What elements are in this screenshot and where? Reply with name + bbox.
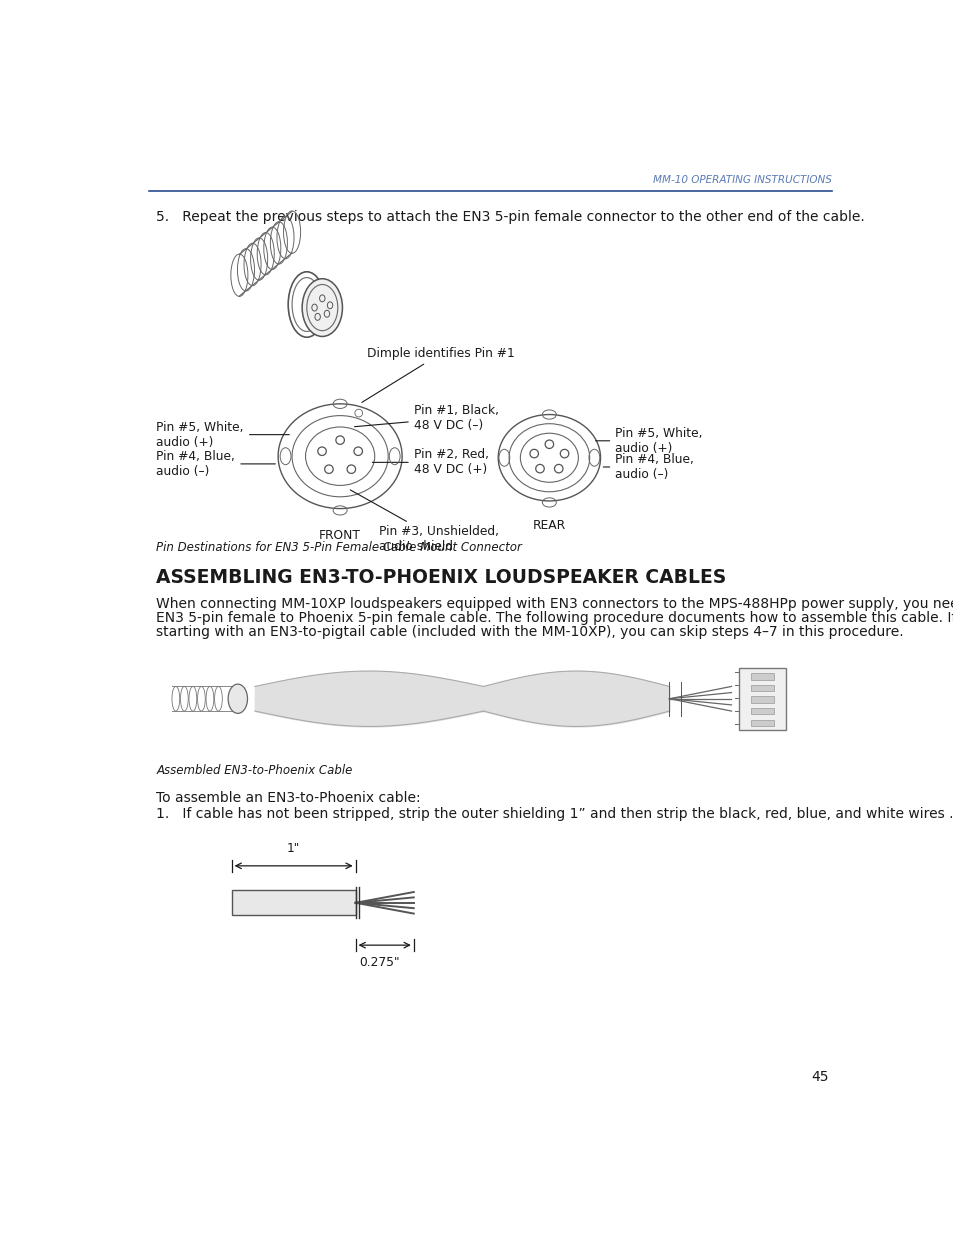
Text: EN3 5-pin female to Phoenix 5-pin female cable. The following procedure document: EN3 5-pin female to Phoenix 5-pin female… — [156, 611, 953, 625]
Text: When connecting MM-10XP loudspeakers equipped with EN3 connectors to the MPS-488: When connecting MM-10XP loudspeakers equ… — [156, 597, 953, 611]
Text: Pin #1, Black,
48 V DC (–): Pin #1, Black, 48 V DC (–) — [355, 404, 498, 432]
Text: Pin #3, Unshielded,
audio shield: Pin #3, Unshielded, audio shield — [350, 490, 498, 553]
FancyBboxPatch shape — [750, 697, 773, 703]
Text: 1.   If cable has not been stripped, strip the outer shielding 1” and then strip: 1. If cable has not been stripped, strip… — [156, 808, 953, 821]
Text: ASSEMBLING EN3-TO-PHOENIX LOUDSPEAKER CABLES: ASSEMBLING EN3-TO-PHOENIX LOUDSPEAKER CA… — [156, 568, 726, 587]
Text: Pin Destinations for EN3 5-Pin Female Cable Mount Connector: Pin Destinations for EN3 5-Pin Female Ca… — [156, 541, 522, 555]
Text: 45: 45 — [810, 1070, 827, 1084]
Text: Pin #4, Blue,
audio (–): Pin #4, Blue, audio (–) — [156, 450, 275, 478]
FancyBboxPatch shape — [750, 685, 773, 692]
Text: 5.   Repeat the previous steps to attach the EN3 5-pin female connector to the o: 5. Repeat the previous steps to attach t… — [156, 210, 864, 224]
FancyBboxPatch shape — [750, 720, 773, 726]
Ellipse shape — [302, 279, 342, 336]
FancyBboxPatch shape — [750, 708, 773, 714]
FancyBboxPatch shape — [750, 673, 773, 679]
FancyBboxPatch shape — [739, 668, 785, 730]
Text: MM-10 OPERATING INSTRUCTIONS: MM-10 OPERATING INSTRUCTIONS — [653, 175, 831, 185]
Text: 1": 1" — [287, 842, 300, 855]
Text: starting with an EN3-to-pigtail cable (included with the MM-10XP), you can skip : starting with an EN3-to-pigtail cable (i… — [156, 625, 903, 638]
Text: REAR: REAR — [533, 520, 565, 532]
Text: 0.275": 0.275" — [359, 956, 399, 969]
Text: Pin #2, Red,
48 V DC (+): Pin #2, Red, 48 V DC (+) — [372, 448, 488, 477]
Text: Pin #4, Blue,
audio (–): Pin #4, Blue, audio (–) — [602, 453, 694, 480]
Text: Assembled EN3-to-Phoenix Cable: Assembled EN3-to-Phoenix Cable — [156, 764, 353, 777]
Ellipse shape — [228, 684, 247, 714]
Text: FRONT: FRONT — [319, 529, 360, 542]
Text: Pin #5, White,
audio (+): Pin #5, White, audio (+) — [595, 427, 702, 454]
Text: Dimple identifies Pin #1: Dimple identifies Pin #1 — [361, 347, 515, 403]
Text: To assemble an EN3-to-Phoenix cable:: To assemble an EN3-to-Phoenix cable: — [156, 792, 420, 805]
Text: Pin #5, White,
audio (+): Pin #5, White, audio (+) — [156, 421, 289, 448]
FancyBboxPatch shape — [232, 890, 355, 915]
